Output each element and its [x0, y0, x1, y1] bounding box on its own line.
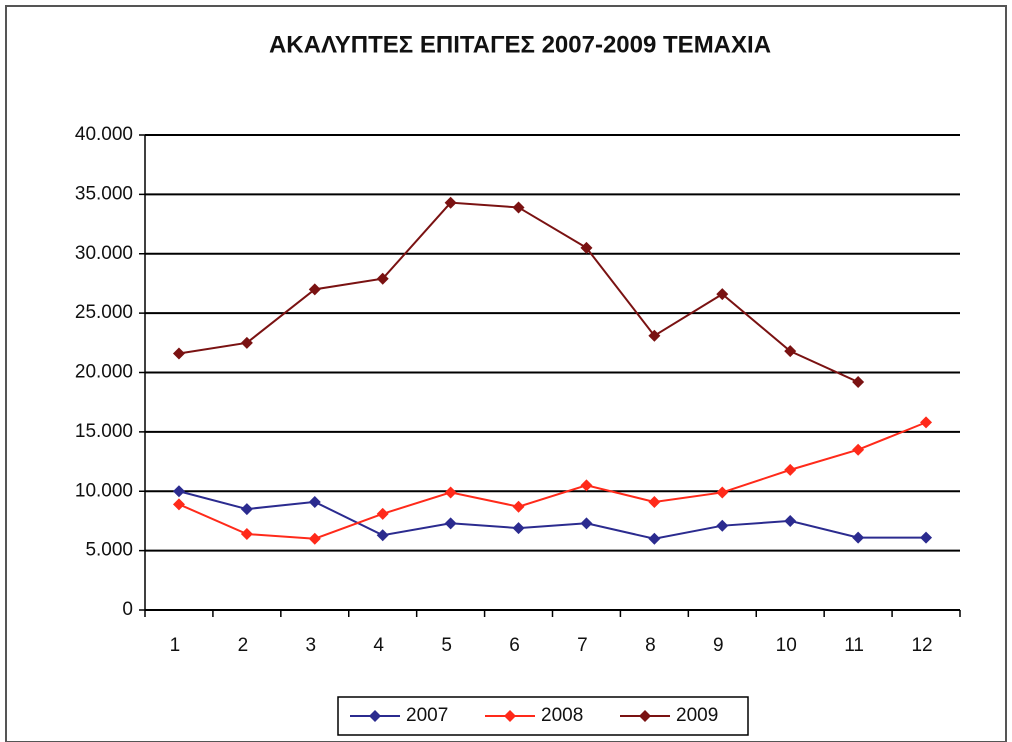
point-marker: [376, 507, 389, 520]
point-marker: [512, 201, 525, 214]
x-tick-label: 10: [776, 635, 797, 656]
point-marker: [784, 463, 797, 476]
point-marker: [784, 345, 797, 358]
legend-box: [337, 696, 749, 736]
point-marker: [240, 503, 253, 516]
point-marker: [444, 517, 457, 530]
legend-marker: [639, 710, 651, 722]
y-tick-label: 15.000: [75, 421, 133, 442]
x-tick-label: 1: [170, 635, 181, 656]
point-marker: [784, 514, 797, 527]
legend-marker: [504, 710, 516, 722]
x-tick-label: 7: [577, 635, 588, 656]
point-marker: [172, 498, 185, 511]
point-marker: [648, 495, 661, 508]
series-line: [178, 490, 927, 540]
y-tick-label: 10.000: [75, 480, 133, 501]
legend-label: 2009: [676, 705, 718, 726]
chart-title: ΑΚΑΛΥΠΤΕΣ ΕΠΙΤΑΓΕΣ 2007-2009 ΤΕΜΑΧΙΑ: [269, 31, 771, 58]
x-tick-label: 5: [441, 635, 452, 656]
point-marker: [240, 336, 253, 349]
point-marker: [716, 288, 729, 301]
x-tick-label: 8: [645, 635, 656, 656]
point-marker: [648, 532, 661, 545]
y-tick-label: 5.000: [85, 540, 133, 561]
point-marker: [580, 517, 593, 530]
point-marker: [852, 443, 865, 456]
x-tick-label: 9: [713, 635, 724, 656]
point-marker: [580, 479, 593, 492]
legend-label: 2007: [406, 705, 448, 726]
x-tick-label: 6: [509, 635, 520, 656]
point-marker: [852, 376, 865, 388]
x-tick-label: 11: [844, 635, 864, 656]
legend-label: 2008: [541, 705, 583, 726]
point-marker: [376, 529, 389, 542]
point-marker: [376, 272, 389, 285]
x-tick-label: 12: [911, 635, 932, 656]
point-marker: [308, 283, 321, 296]
point-marker: [512, 522, 525, 535]
y-tick-label: 25.000: [75, 302, 133, 323]
point-marker: [308, 495, 321, 508]
point-marker: [172, 347, 185, 360]
point-marker: [172, 485, 185, 498]
point-marker: [920, 416, 933, 429]
chart-frame: [5, 5, 1007, 742]
y-tick-label: 40.000: [75, 124, 133, 145]
y-tick-label: 30.000: [75, 243, 133, 264]
point-marker: [920, 531, 933, 544]
legend-marker: [369, 710, 381, 722]
point-marker: [308, 532, 321, 545]
point-marker: [240, 528, 253, 540]
x-tick-label: 3: [306, 635, 317, 656]
point-marker: [852, 531, 865, 544]
x-tick-label: 2: [238, 635, 249, 656]
point-marker: [648, 329, 661, 342]
series-line: [178, 421, 927, 540]
point-marker: [716, 519, 729, 532]
point-marker: [580, 241, 593, 254]
y-tick-label: 20.000: [75, 362, 133, 383]
point-marker: [444, 486, 457, 499]
point-marker: [512, 500, 525, 513]
y-tick-label: 0: [122, 599, 133, 620]
point-marker: [444, 196, 457, 209]
point-marker: [716, 486, 729, 499]
y-tick-label: 35.000: [75, 183, 133, 204]
x-tick-label: 4: [373, 635, 384, 656]
